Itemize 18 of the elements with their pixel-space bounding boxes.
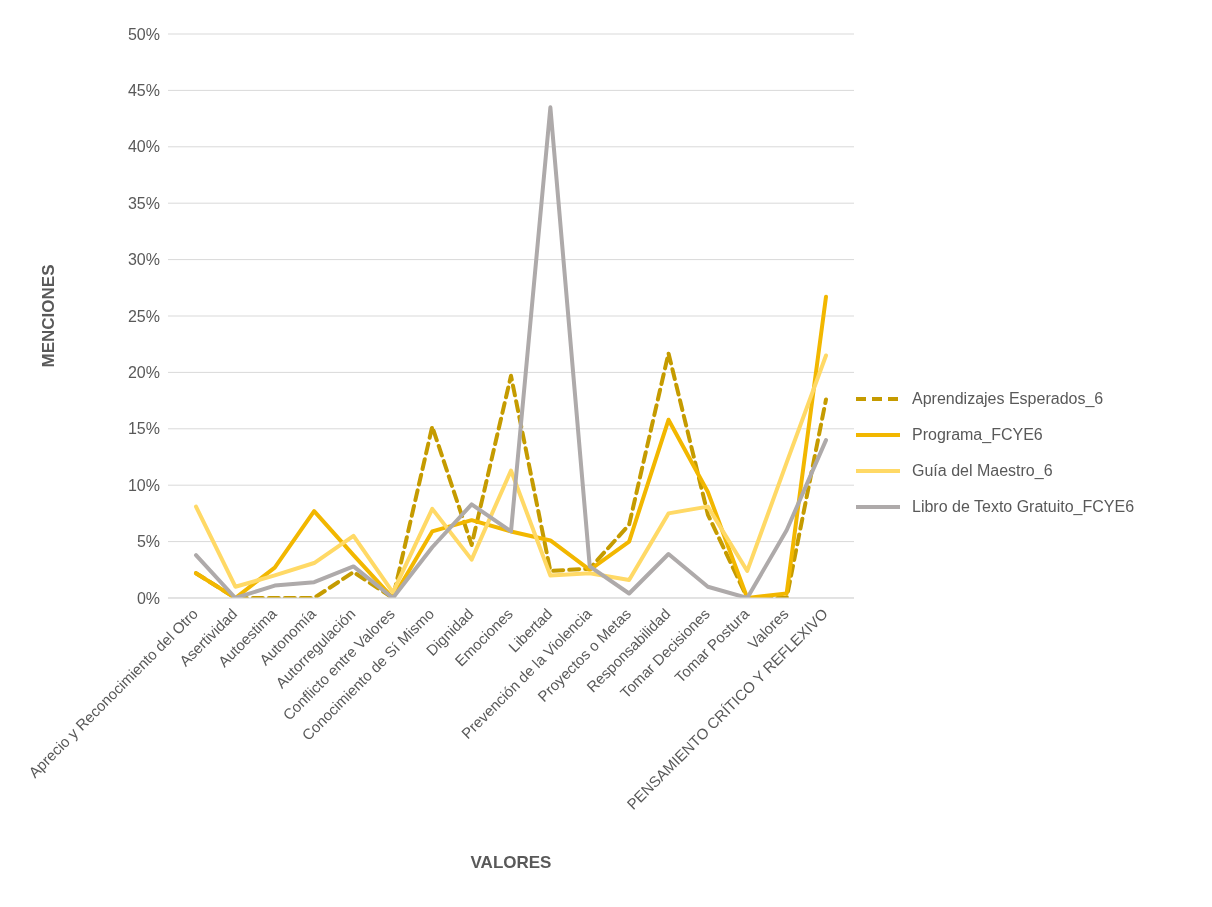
y-tick-label: 0% xyxy=(136,589,160,607)
x-axis-title: VALORES xyxy=(470,853,552,872)
y-tick-label: 10% xyxy=(127,476,160,494)
y-tick-label: 35% xyxy=(127,194,160,212)
line-series xyxy=(194,105,828,598)
y-tick-label: 20% xyxy=(127,364,160,382)
y-axis-title: MENCIONES xyxy=(39,264,59,368)
y-tick-label: 15% xyxy=(127,420,160,438)
y-tick-label: 30% xyxy=(127,251,160,269)
legend-label: Libro de Texto Gratuito_FCYE6 xyxy=(912,498,1135,516)
y-tick-label: 25% xyxy=(127,307,160,325)
y-tick-label: 50% xyxy=(127,25,160,43)
y-tick-label: 5% xyxy=(136,533,160,551)
legend-label: Programa_FCYE6 xyxy=(912,426,1043,444)
y-tick-label: 40% xyxy=(127,138,160,156)
y-tick-label: 45% xyxy=(127,82,160,100)
legend-label: Aprendizajes Esperados_6 xyxy=(912,390,1104,408)
legend-label: Guía del Maestro_6 xyxy=(912,462,1053,480)
